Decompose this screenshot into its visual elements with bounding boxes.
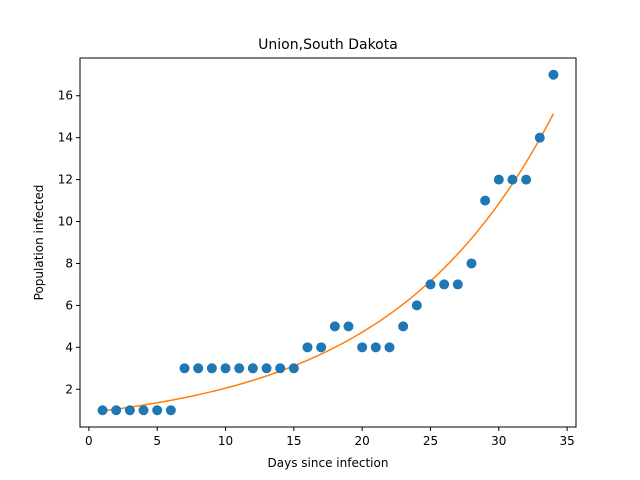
data-point xyxy=(179,363,190,374)
data-point xyxy=(165,405,176,416)
y-tick-label: 16 xyxy=(58,89,73,103)
data-point xyxy=(357,342,368,353)
data-point xyxy=(275,363,286,374)
data-point xyxy=(507,174,518,185)
y-tick-label: 4 xyxy=(65,340,73,354)
data-point xyxy=(398,321,409,332)
y-tick-label: 10 xyxy=(58,215,73,229)
plot-area xyxy=(97,69,559,416)
data-point xyxy=(193,363,204,374)
x-tick-label: 30 xyxy=(491,434,506,448)
x-tick-label: 15 xyxy=(286,434,301,448)
data-point xyxy=(97,405,108,416)
data-point xyxy=(439,279,450,290)
y-axis-label: Population infected xyxy=(32,185,46,301)
x-tick-label: 35 xyxy=(559,434,574,448)
data-point xyxy=(384,342,395,353)
plot-frame xyxy=(79,57,577,428)
data-point xyxy=(466,258,477,269)
y-tick-label: 14 xyxy=(58,131,73,145)
x-axis: 0 5 10 15 20 25 30 35 xyxy=(85,427,575,448)
data-point xyxy=(247,363,258,374)
data-point xyxy=(152,405,163,416)
chart-title: Union,South Dakota xyxy=(258,37,398,53)
data-point xyxy=(480,195,491,206)
x-tick-label: 25 xyxy=(423,434,438,448)
data-point xyxy=(111,405,122,416)
data-point xyxy=(234,363,245,374)
data-point xyxy=(411,300,422,311)
data-point xyxy=(548,69,559,80)
x-tick-label: 10 xyxy=(218,434,233,448)
data-point xyxy=(370,342,381,353)
y-tick-label: 8 xyxy=(65,256,73,270)
y-tick-label: 2 xyxy=(65,382,73,396)
data-point xyxy=(124,405,135,416)
data-point xyxy=(343,321,354,332)
data-point xyxy=(206,363,217,374)
data-point xyxy=(534,132,545,143)
x-tick-label: 5 xyxy=(153,434,161,448)
fit-line xyxy=(102,113,555,412)
x-axis-label: Days since infection xyxy=(268,456,389,470)
data-point xyxy=(138,405,149,416)
x-tick-label: 0 xyxy=(85,434,93,448)
x-tick-label: 20 xyxy=(355,434,370,448)
y-tick-label: 6 xyxy=(65,298,73,312)
y-axis: 2 4 6 8 10 12 14 16 xyxy=(58,89,80,396)
y-tick-label: 12 xyxy=(58,173,73,187)
data-point xyxy=(425,279,436,290)
data-point xyxy=(521,174,532,185)
data-point xyxy=(316,342,327,353)
data-point xyxy=(288,363,299,374)
data-point xyxy=(220,363,231,374)
data-point xyxy=(261,363,272,374)
data-point xyxy=(493,174,504,185)
data-point xyxy=(302,342,313,353)
data-point xyxy=(452,279,463,290)
data-point xyxy=(329,321,340,332)
